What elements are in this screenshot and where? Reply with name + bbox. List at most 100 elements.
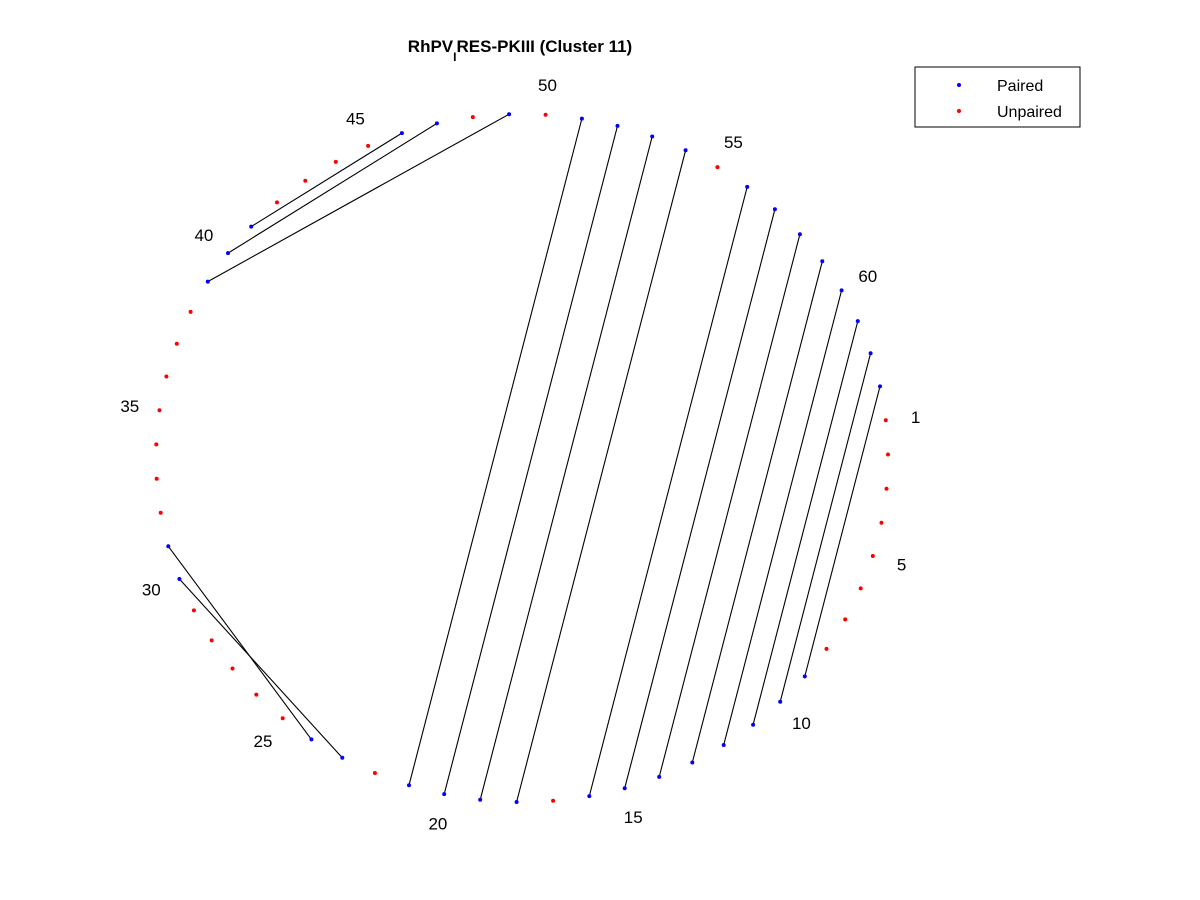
- unpaired-dot: [883, 418, 888, 423]
- paired-dot: [587, 794, 592, 799]
- paired-dot: [802, 674, 807, 679]
- legend: Paired Unpaired: [914, 66, 1081, 128]
- position-label: 40: [194, 226, 213, 245]
- unpaired-dot: [543, 112, 548, 117]
- pair-line: [588, 186, 748, 797]
- paired-dot: [690, 760, 695, 765]
- paired-dot: [745, 184, 750, 189]
- legend-item-paired: Paired: [957, 78, 1043, 95]
- paired-dot: [772, 207, 777, 212]
- unpaired-dot: [154, 442, 159, 447]
- paired-dot: [683, 148, 688, 153]
- paired-dot: [226, 251, 230, 256]
- paired-dot: [340, 755, 345, 760]
- pair-line: [723, 290, 843, 746]
- pair-line: [479, 136, 653, 800]
- unpaired-dot: [879, 520, 884, 525]
- position-label: 60: [858, 267, 877, 286]
- pair-line: [752, 320, 859, 725]
- paired-dot: [407, 783, 411, 788]
- paired-dot: [309, 737, 314, 742]
- unpaired-dot: [824, 646, 829, 651]
- chart-title-suffix: RES-PKIII (Cluster 11): [456, 37, 632, 56]
- paired-dot: [514, 800, 519, 804]
- position-label: 30: [142, 581, 161, 600]
- unpaired-dot: [209, 638, 214, 643]
- unpaired-dot: [191, 608, 196, 613]
- paired-dot: [205, 279, 210, 284]
- position-label: 35: [120, 397, 139, 416]
- position-label: 50: [538, 76, 557, 95]
- paired-dot: [249, 224, 254, 229]
- legend-box: [914, 66, 1081, 128]
- unpaired-dot: [843, 617, 848, 622]
- paired-dot: [751, 722, 756, 727]
- pair-line: [691, 261, 823, 763]
- position-label: 10: [792, 714, 811, 733]
- unpaired-dot: [158, 510, 163, 515]
- unpaired-dot: [884, 486, 889, 491]
- paired-dot: [657, 774, 662, 779]
- paired-dot: [820, 259, 825, 264]
- unpaired-dot: [870, 554, 875, 558]
- paired-dot: [839, 288, 844, 293]
- chart-title-prefix: RhPV: [408, 37, 454, 56]
- paired-dot: [442, 792, 447, 797]
- pair-line: [658, 234, 801, 778]
- unpaired-dot: [303, 178, 308, 183]
- paired-dot: [399, 131, 404, 136]
- unpaired-dot: [157, 408, 162, 413]
- legend-label-unpaired: Unpaired: [997, 104, 1062, 121]
- unpaired-dot: [366, 143, 371, 148]
- paired-dot: [721, 743, 726, 747]
- paired-dot: [868, 351, 873, 356]
- pair-line: [250, 132, 403, 228]
- position-label: 5: [897, 556, 906, 575]
- paired-dot: [778, 699, 783, 704]
- position-label: 15: [624, 808, 643, 827]
- unpaired-dot: [154, 476, 159, 481]
- chart-title-subscript: I: [453, 50, 456, 64]
- paired-dot: [650, 134, 655, 139]
- unpaired-dot: [886, 452, 890, 457]
- position-label: 25: [254, 732, 273, 751]
- paired-dot: [177, 577, 182, 581]
- paired-dot: [166, 544, 171, 549]
- position-label: 55: [724, 133, 743, 152]
- paired-dot: [434, 121, 439, 126]
- paired-dot: [615, 123, 620, 128]
- legend-label-paired: Paired: [997, 78, 1043, 95]
- pair-lines: [167, 113, 881, 803]
- unpaired-dot: [280, 716, 285, 721]
- pair-line: [779, 353, 872, 702]
- legend-marker-paired: [957, 83, 961, 87]
- pair-line: [178, 578, 343, 759]
- unpaired-dot: [188, 309, 193, 314]
- pair-line: [624, 209, 776, 789]
- unpaired-dot: [164, 374, 169, 379]
- position-label: 45: [346, 110, 365, 129]
- unpaired-dot: [275, 200, 279, 205]
- pair-line: [167, 545, 312, 740]
- pair-line: [516, 150, 687, 803]
- chart-title: RhPVIRES-PKIII (Cluster 11): [408, 37, 632, 64]
- paired-dot: [507, 112, 512, 117]
- paired-dot: [622, 786, 627, 791]
- position-label: 1: [911, 408, 920, 427]
- unpaired-dot: [858, 586, 863, 591]
- unpaired-dot: [372, 771, 377, 775]
- pair-line: [443, 125, 619, 795]
- paired-dot: [797, 232, 802, 237]
- legend-marker-unpaired: [957, 109, 961, 113]
- paired-dot: [855, 319, 860, 324]
- pair-line: [804, 386, 881, 677]
- pair-line: [207, 113, 510, 283]
- unpaired-dot: [715, 165, 720, 170]
- unpaired-dot: [551, 798, 556, 803]
- paired-dot: [579, 116, 584, 121]
- paired-dot: [478, 797, 483, 802]
- nucleotide-dots: [154, 112, 890, 804]
- unpaired-dot: [333, 159, 338, 164]
- legend-item-unpaired: Unpaired: [957, 104, 1062, 121]
